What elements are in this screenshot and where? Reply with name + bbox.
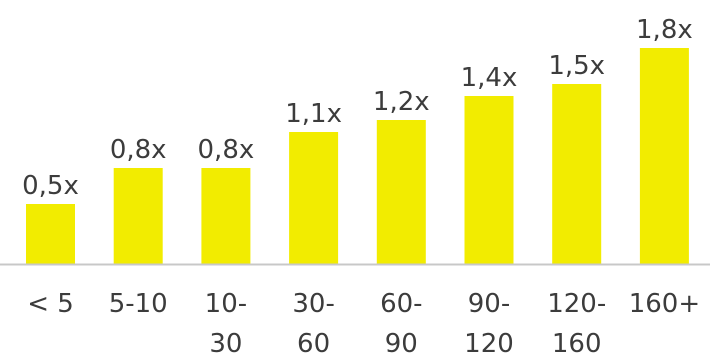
data-label-4: 1,1x <box>285 99 342 129</box>
data-label-8: 1,8x <box>636 15 693 45</box>
x-tick-label-4: 30-60 <box>292 289 334 359</box>
bar-5 <box>376 120 426 264</box>
bar-1 <box>26 204 75 264</box>
bar-3 <box>201 168 251 264</box>
bar-8 <box>639 48 689 264</box>
data-label-6: 1,4x <box>461 63 518 93</box>
x-tick-label-8: 160+ <box>629 289 700 319</box>
data-labels-layer: 0,5x 0,8x 0,8x 1,1x 1,2x 1,4x 1,5x 1,8x <box>22 15 693 201</box>
x-tick-label-7: 120-160 <box>547 289 606 359</box>
x-tick-label-2: 5-10 <box>109 289 168 319</box>
bar-7 <box>552 84 602 264</box>
x-tick-label-1: < 5 <box>27 289 74 319</box>
data-label-1: 0,5x <box>22 171 79 201</box>
bars-layer <box>26 48 689 264</box>
x-tick-labels-layer: < 5 5-10 10-30 30-60 60-90 90-120 120-160 160+ <box>27 289 700 359</box>
data-label-2: 0,8x <box>110 135 167 165</box>
data-label-5: 1,2x <box>373 87 430 117</box>
bar-4 <box>289 132 339 264</box>
data-label-7: 1,5x <box>548 51 605 81</box>
x-tick-label-5: 60-90 <box>380 289 422 359</box>
data-label-3: 0,8x <box>198 135 255 165</box>
x-tick-label-3: 10-30 <box>205 289 247 359</box>
bar-6 <box>464 96 514 264</box>
x-tick-label-6: 90-120 <box>464 289 514 359</box>
bar-2 <box>113 168 163 264</box>
